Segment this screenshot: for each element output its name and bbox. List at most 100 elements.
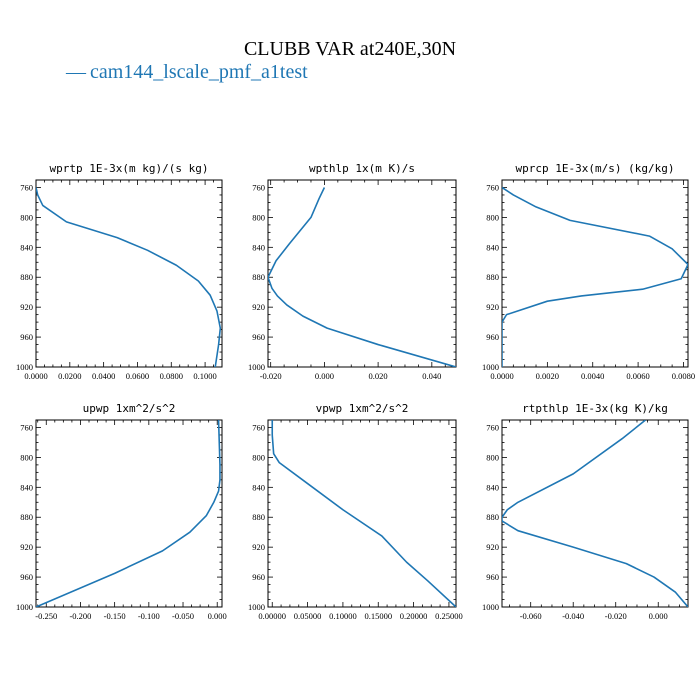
x-tick-label: 0.05000 — [294, 611, 322, 621]
x-tick-label: -0.100 — [138, 611, 160, 621]
y-tick-label: 1000 — [16, 602, 33, 612]
x-tick-label: 0.25000 — [435, 611, 463, 621]
series-line — [502, 186, 688, 367]
x-tick-label: 0.0600 — [126, 371, 149, 381]
x-tick-label: -0.020 — [605, 611, 627, 621]
y-tick-label: 920 — [20, 542, 33, 552]
x-tick-label: -0.060 — [520, 611, 542, 621]
plot-frame — [501, 419, 689, 608]
x-tick-label: 0.0040 — [581, 371, 604, 381]
x-tick-label: -0.200 — [69, 611, 91, 621]
y-tick-label: 840 — [20, 482, 33, 492]
series-line — [271, 420, 456, 607]
x-tick-label: 0.15000 — [364, 611, 392, 621]
x-tick-label: 0.00000 — [258, 611, 286, 621]
y-tick-label: 880 — [486, 272, 499, 282]
x-tick-label: 0.0000 — [24, 371, 47, 381]
y-tick-label: 840 — [252, 242, 265, 252]
y-tick-label: 1000 — [482, 362, 499, 372]
y-tick-label: 960 — [486, 332, 499, 342]
y-tick-label: 880 — [252, 272, 265, 282]
panel-title: wpthlp 1x(m K)/s — [309, 162, 415, 175]
y-tick-label: 800 — [252, 212, 265, 222]
x-tick-label: -0.020 — [260, 371, 282, 381]
plot-frame — [267, 179, 457, 368]
y-tick-label: 920 — [486, 302, 499, 312]
x-tick-label: -0.250 — [35, 611, 57, 621]
series-line — [268, 187, 456, 367]
y-tick-label: 960 — [252, 332, 265, 342]
x-tick-label: 0.0800 — [160, 371, 183, 381]
panel-5: vpwp 1xm^2/s^2 760 800 840 880 920 960 10000.00… — [248, 402, 463, 621]
y-tick-label: 760 — [252, 422, 265, 432]
x-tick-label: 0.000 — [315, 371, 334, 381]
y-tick-label: 880 — [20, 512, 33, 522]
plot-frame — [501, 179, 689, 368]
panel-title: upwp 1xm^2/s^2 — [83, 402, 176, 415]
y-tick-label: 760 — [252, 182, 265, 192]
x-tick-label: 0.000 — [208, 611, 227, 621]
y-tick-label: 960 — [20, 572, 33, 582]
y-tick-label: 840 — [486, 482, 499, 492]
panel-2: wpthlp 1x(m K)/s 760 800 840 880 920 960 1000-0… — [248, 162, 457, 381]
panel-title: wprtp 1E-3x(m kg)/(s kg) — [50, 162, 209, 175]
x-tick-label: -0.050 — [172, 611, 194, 621]
x-tick-label: -0.150 — [104, 611, 126, 621]
y-tick-label: 840 — [20, 242, 33, 252]
panel-4: upwp 1xm^2/s^27608008408809209601000-0.2… — [16, 402, 227, 621]
panel-title: vpwp 1xm^2/s^2 — [316, 402, 409, 415]
y-tick-label: 920 — [252, 302, 265, 312]
legend-line-swatch: — — [65, 61, 87, 83]
y-tick-label: 1000 — [482, 602, 499, 612]
panel-title: rtpthlp 1E-3x(kg K)/kg — [522, 402, 668, 415]
x-tick-label: 0.0080 — [672, 371, 695, 381]
y-tick-label: 760 — [20, 182, 33, 192]
y-tick-label: 880 — [252, 512, 265, 522]
figure-title: CLUBB VAR at240E,30N — [244, 38, 456, 60]
x-tick-label: 0.0020 — [536, 371, 559, 381]
y-tick-label: 920 — [486, 542, 499, 552]
y-tick-label: 1000 — [248, 362, 265, 372]
y-tick-label: 960 — [486, 572, 499, 582]
x-tick-label: 0.0200 — [58, 371, 81, 381]
panel-3: wprcp 1E-3x(m/s) (kg/kg) 760 800 840 880 920 9… — [482, 162, 695, 381]
x-tick-label: 0.0000 — [490, 371, 513, 381]
y-tick-label: 800 — [20, 452, 33, 462]
x-tick-label: 0.0400 — [92, 371, 115, 381]
y-tick-label: 800 — [252, 452, 265, 462]
y-tick-label: 800 — [20, 212, 33, 222]
y-tick-label: 1000 — [16, 362, 33, 372]
series-line — [36, 420, 221, 607]
panel-1: wprtp 1E-3x(m kg)/(s kg) 760 800 840 880 920 9… — [16, 162, 223, 381]
panel-6: rtpthlp 1E-3x(kg K)/kg 760 800 840 880 920 960… — [482, 402, 689, 621]
y-tick-label: 760 — [486, 422, 499, 432]
x-tick-label: -0.040 — [562, 611, 584, 621]
panel-grid: wprtp 1E-3x(m kg)/(s kg) 760 800 840 880 920 9… — [16, 162, 695, 621]
x-tick-label: 0.1000 — [193, 371, 216, 381]
y-tick-label: 760 — [20, 422, 33, 432]
plot-frame — [35, 179, 223, 368]
x-tick-label: 0.10000 — [329, 611, 357, 621]
plot-frame — [267, 419, 457, 608]
y-tick-label: 760 — [486, 182, 499, 192]
series-line — [502, 420, 688, 607]
y-tick-label: 800 — [486, 212, 499, 222]
panel-title: wprcp 1E-3x(m/s) (kg/kg) — [516, 162, 675, 175]
x-tick-label: 0.040 — [422, 371, 441, 381]
x-tick-label: 0.0060 — [626, 371, 649, 381]
x-tick-label: 0.000 — [649, 611, 668, 621]
y-tick-label: 880 — [20, 272, 33, 282]
y-tick-label: 920 — [20, 302, 33, 312]
y-tick-label: 880 — [486, 512, 499, 522]
y-tick-label: 840 — [252, 482, 265, 492]
y-tick-label: 960 — [20, 332, 33, 342]
y-tick-label: 800 — [486, 452, 499, 462]
y-tick-label: 960 — [252, 572, 265, 582]
legend-label: cam144_lscale_pmf_a1test — [90, 61, 308, 83]
y-tick-label: 1000 — [248, 602, 265, 612]
y-tick-label: 840 — [486, 242, 499, 252]
plot-frame — [35, 419, 223, 608]
series-line — [36, 187, 222, 367]
x-tick-label: 0.20000 — [400, 611, 428, 621]
